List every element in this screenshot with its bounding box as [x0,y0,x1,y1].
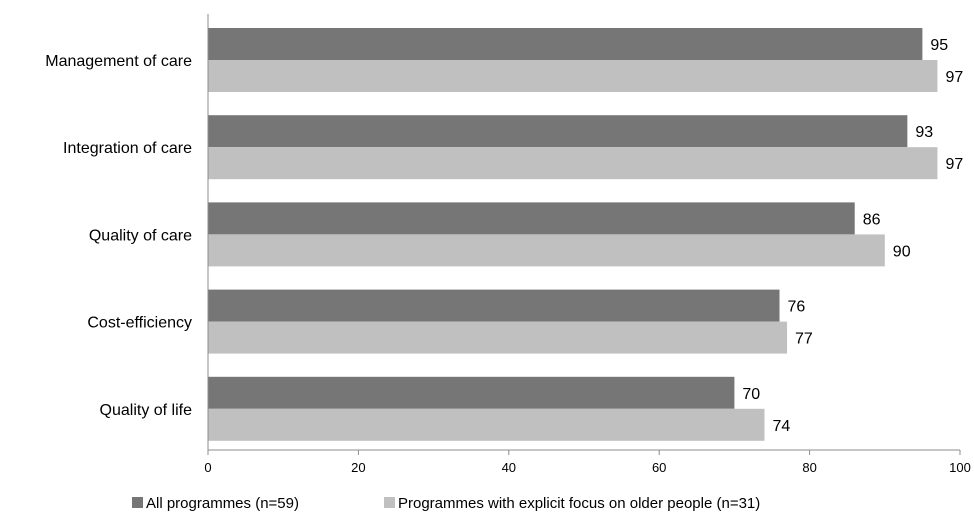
bar-quality-of-life-series-2 [208,408,765,441]
bar-management-of-care-series-1 [208,28,923,60]
bar-quality-of-life-series-1 [208,376,735,409]
value-label-quality-of-care-series-2: 90 [893,243,911,260]
x-tick-label-60: 60 [652,460,666,475]
value-label-cost-efficiency-series-1: 76 [788,299,806,316]
value-labels-group: 95 97 93 97 86 90 76 77 70 74 [742,37,963,435]
legend-label-series-1: All programmes (n=59) [146,495,299,512]
x-tick-label-80: 80 [802,460,816,475]
category-labels-group: Management of care Integration of care Qua… [45,53,192,419]
x-tick-label-100: 100 [949,460,971,475]
category-label-quality-of-life: Quality of life [100,402,193,419]
x-ticks-group: 0 20 40 60 80 100 [204,450,971,475]
bar-cost-efficiency-series-1 [208,289,780,322]
value-label-cost-efficiency-series-2: 77 [795,331,813,348]
bars-group [208,28,938,441]
value-label-quality-of-care-series-1: 86 [863,211,881,228]
legend-swatch-series-1 [132,497,143,508]
legend-label-series-2: Programmes with explicit focus on older … [398,495,760,512]
category-label-cost-efficiency: Cost-efficiency [87,315,192,332]
legend-swatch-series-2 [384,497,395,508]
x-tick-label-20: 20 [351,460,365,475]
value-label-integration-of-care-series-1: 93 [915,124,933,141]
value-label-management-of-care-series-1: 95 [930,37,948,54]
value-label-integration-of-care-series-2: 97 [945,156,963,173]
bar-management-of-care-series-2 [208,60,938,92]
bar-integration-of-care-series-2 [208,147,938,180]
category-label-quality-of-care: Quality of care [89,227,192,244]
x-tick-label-0: 0 [204,460,211,475]
category-label-management-of-care: Management of care [45,53,192,70]
value-label-quality-of-life-series-2: 74 [772,418,790,435]
bar-integration-of-care-series-1 [208,115,908,148]
bar-quality-of-care-series-2 [208,234,885,267]
bar-quality-of-care-series-1 [208,202,855,235]
value-label-quality-of-life-series-1: 70 [742,386,760,403]
bar-cost-efficiency-series-2 [208,321,788,354]
x-tick-label-40: 40 [502,460,516,475]
legend: All programmes (n=59) Programmes with exp… [132,495,760,512]
value-label-management-of-care-series-2: 97 [945,69,963,86]
category-label-integration-of-care: Integration of care [63,140,192,157]
